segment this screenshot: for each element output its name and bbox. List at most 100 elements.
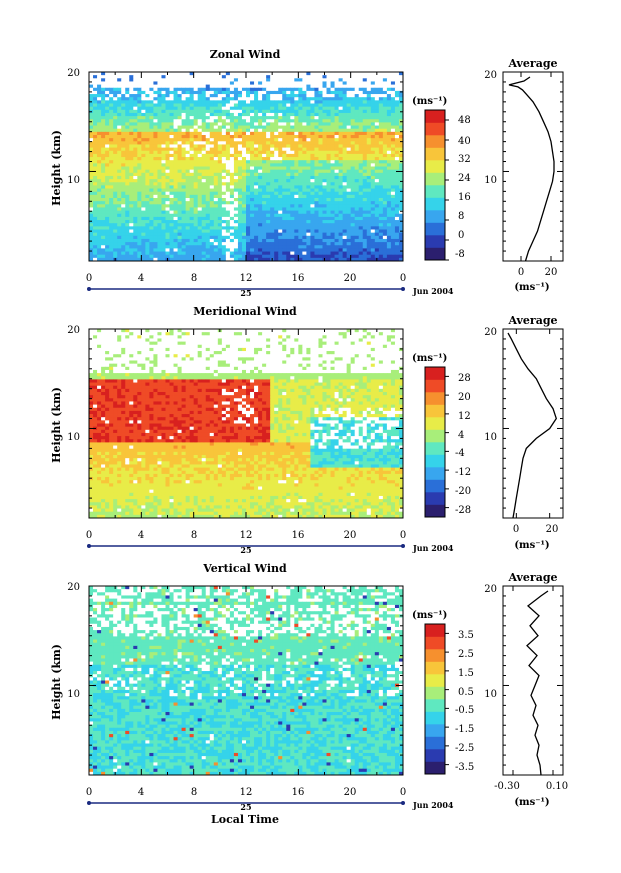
heatmap-cell [334,179,339,183]
heatmap-cell [105,119,110,123]
heatmap-cell [113,229,118,234]
heatmap-cell [233,201,239,205]
heatmap-cell [358,169,364,174]
heatmap-cell [165,226,170,230]
heatmap-cell [209,84,215,89]
heatmap-cell [217,232,223,237]
heatmap-cell [193,191,199,196]
heatmap-cell [354,166,360,171]
heatmap-cell [282,138,287,142]
heatmap-cell [241,251,247,256]
heatmap-cell [306,138,311,142]
heatmap-cell [382,84,388,89]
heatmap-cell [209,235,215,240]
heatmap-cell [153,226,158,230]
heatmap-cell [394,112,400,117]
heatmap-cell [113,131,118,136]
heatmap-cell [229,128,235,133]
heatmap-cell [254,238,259,243]
heatmap-cell [322,103,327,108]
heatmap-cell [318,245,323,249]
heatmap-cell [262,242,267,246]
heatmap-cell [378,138,384,142]
heatmap-cell [258,182,263,186]
heatmap-cell [201,90,207,95]
heatmap-cell [197,135,203,139]
heatmap-cell [93,131,98,136]
heatmap-cell [354,194,360,199]
heatmap-cell [398,188,404,193]
heatmap-cell [362,106,368,111]
heatmap-cell [169,119,174,123]
heatmap-cell [149,223,154,227]
heatmap-cell [306,226,311,230]
heatmap-cell [113,213,118,218]
heatmap-cell [221,188,227,193]
heatmap-cell [137,238,142,243]
heatmap-cell [153,72,158,76]
heatmap-cell [217,210,223,215]
heatmap-cell [109,157,114,161]
heatmap-cell [342,150,348,155]
heatmap-cell [346,175,352,180]
heatmap-cell [258,147,263,152]
heatmap-cell [241,72,247,76]
heatmap-cell [306,220,311,224]
heatmap-cell [129,72,134,76]
heatmap-cell [378,128,384,133]
heatmap-cell [117,116,122,120]
heatmap-cell [169,138,174,142]
heatmap-cell [117,119,122,123]
heatmap-cell [201,169,207,174]
heatmap-cell [366,210,372,215]
heatmap-cell [394,242,400,246]
heatmap-cell [193,106,199,111]
heatmap-cell [157,153,162,158]
heatmap-cell [274,78,279,82]
heatmap-cell [374,116,380,120]
heatmap-cell [358,329,364,333]
heatmap-cell [270,226,275,230]
heatmap-cell [282,248,287,252]
heatmap-cell [386,160,392,164]
heatmap-cell [97,87,102,92]
heatmap-cell [209,160,215,164]
heatmap-cell [229,329,235,333]
heatmap-cell [250,213,255,218]
heatmap-cell [258,94,263,98]
heatmap-cell [109,160,114,164]
heatmap-cell [237,198,243,202]
heatmap-cell [153,169,158,174]
heatmap-cell [306,329,311,333]
heatmap-cell [213,198,219,202]
heatmap-cell [306,238,311,243]
heatmap-cell [121,103,126,108]
heatmap-cell [169,106,174,111]
heatmap-cell [306,81,311,85]
heatmap-cell [290,179,295,183]
heatmap-cell [386,166,392,171]
heatmap-cell [89,235,94,240]
heatmap-cell [241,204,247,208]
heatmap-cell [342,81,348,85]
heatmap-cell [157,254,162,259]
heatmap-cell [398,116,404,120]
heatmap-cell [270,106,275,111]
heatmap-cell [93,72,98,76]
heatmap-cell [258,125,263,130]
heatmap-cell [338,131,344,136]
heatmap-cell [282,238,287,243]
heatmap-cell [354,112,360,117]
heatmap-cell [350,248,356,252]
heatmap-cell [217,150,223,155]
heatmap-cell [229,90,235,95]
heatmap-cell [266,194,271,199]
heatmap-cell [374,216,380,221]
heatmap-cell [342,175,348,180]
heatmap-cell [370,153,376,158]
heatmap-cell [394,204,400,208]
heatmap-cell [370,226,376,230]
heatmap-cell [270,109,275,114]
heatmap-cell [169,223,174,227]
heatmap-cell [97,198,102,202]
